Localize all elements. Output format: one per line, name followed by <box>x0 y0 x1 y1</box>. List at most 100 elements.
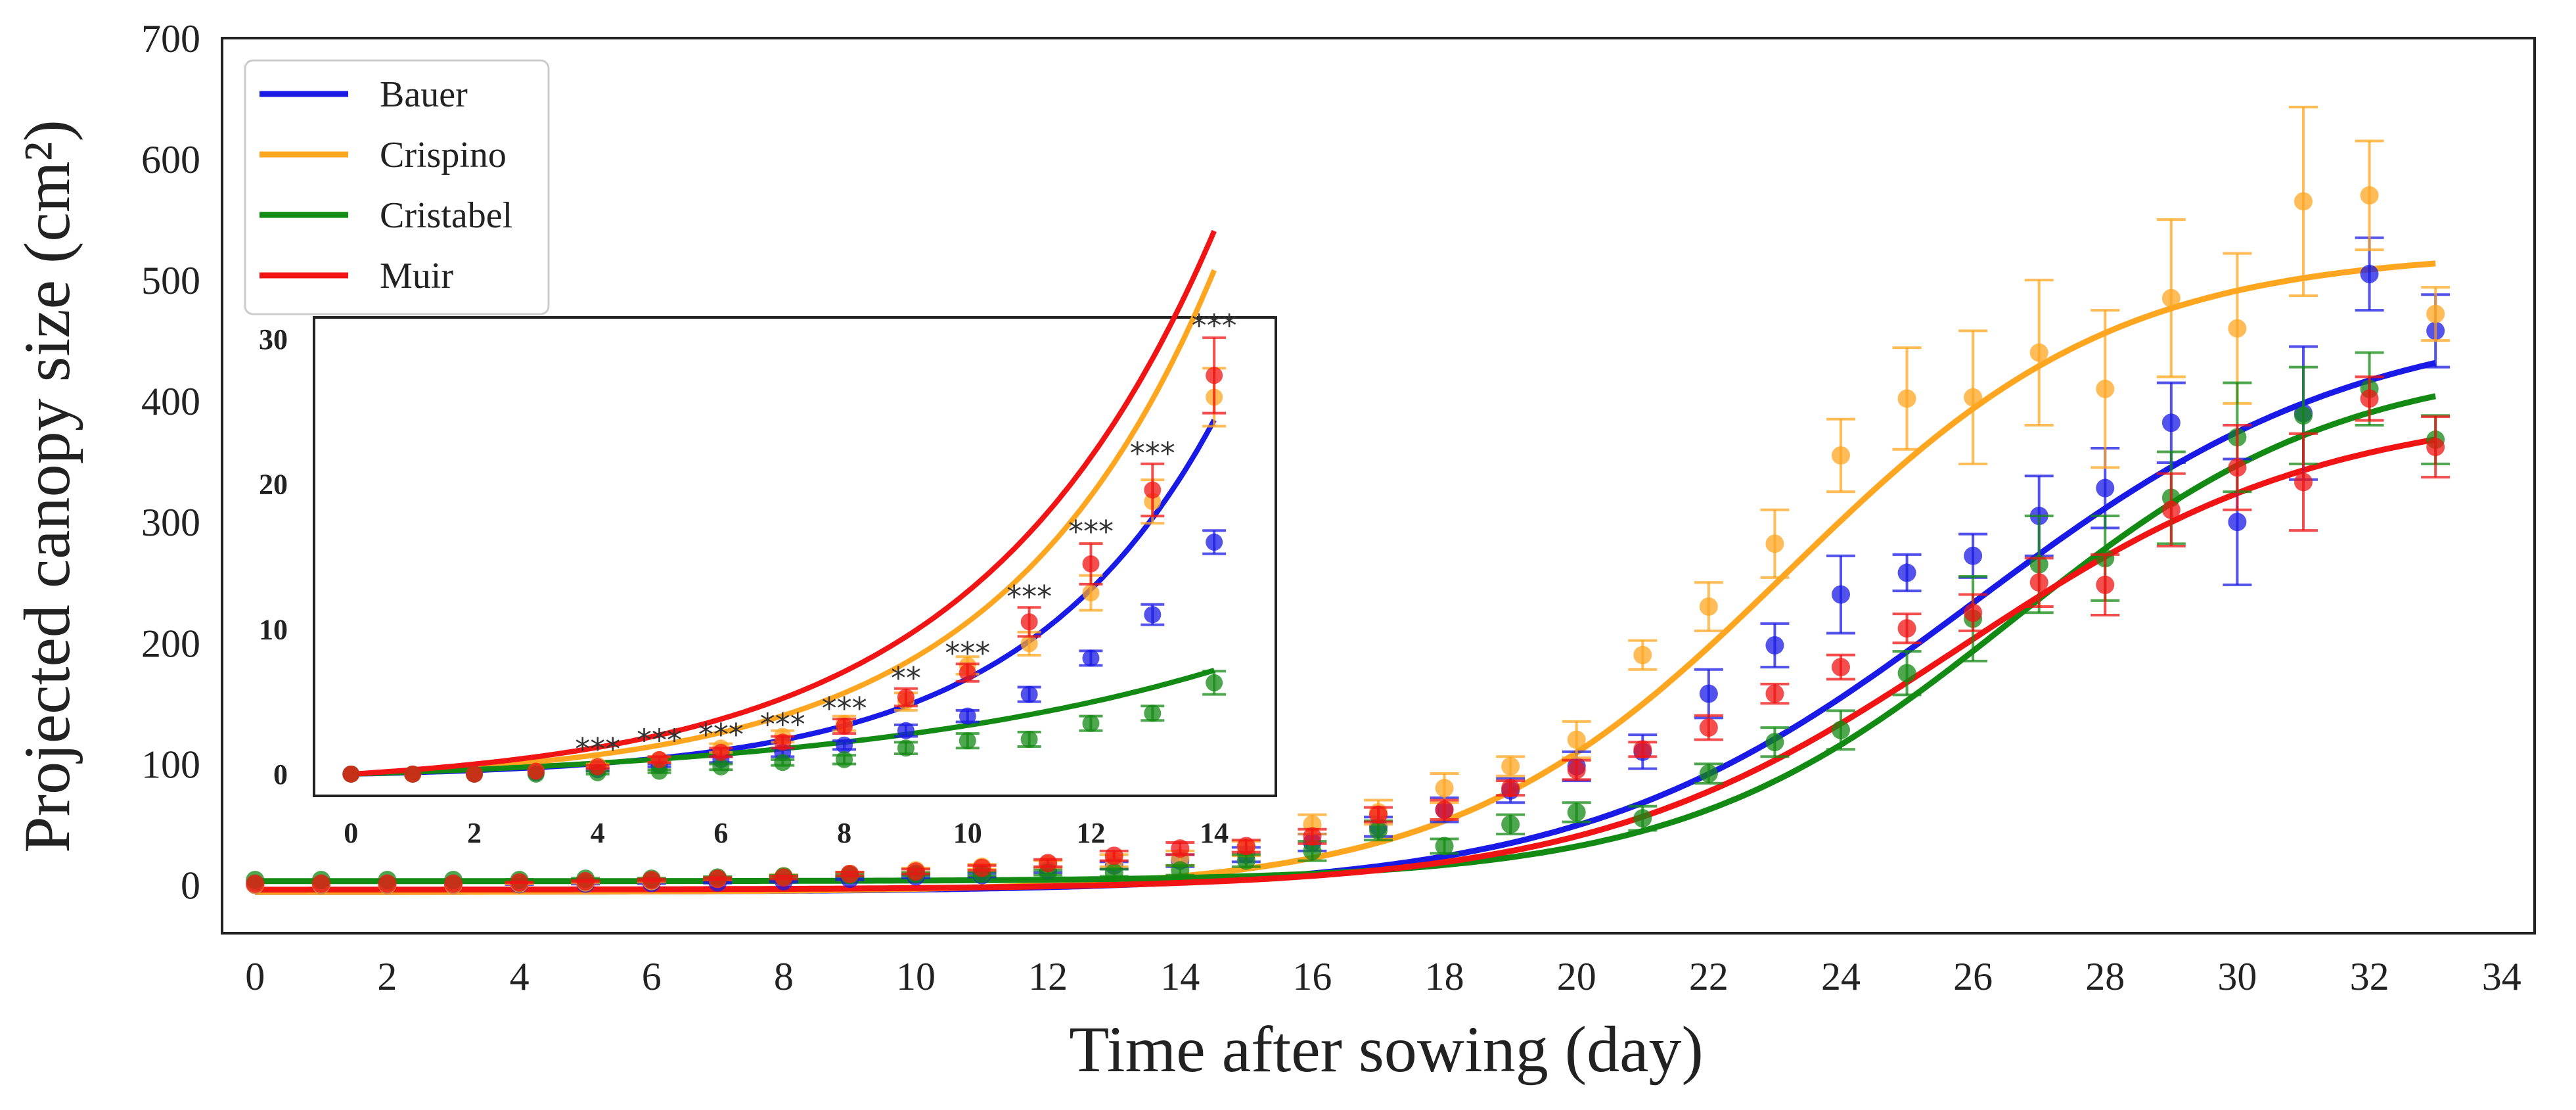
data-point <box>2294 473 2313 492</box>
inset-data-point <box>959 664 976 682</box>
data-point <box>774 868 793 887</box>
inset-data-point <box>589 758 606 775</box>
data-point <box>2426 438 2445 457</box>
y-tick-label: 0 <box>181 864 200 907</box>
inset-data-point <box>959 707 976 725</box>
data-point <box>2228 319 2247 338</box>
inset-data-point <box>897 722 915 739</box>
data-point <box>1501 815 1520 834</box>
legend-label: Muir <box>380 256 453 296</box>
data-point <box>972 858 991 877</box>
inset-data-point <box>712 743 730 761</box>
main-x-ticks: 0 2 4 6 8 10 12 14 16 18 20 22 24 26 28 30 32 34 <box>245 955 2521 998</box>
data-point <box>1765 733 1784 752</box>
inset-data-point <box>1082 584 1100 602</box>
x-tick-label: 30 <box>2217 955 2257 998</box>
significance-mark: *** <box>1068 514 1114 549</box>
legend-label: Cristabel <box>380 195 512 236</box>
x-tick-label: 16 <box>1292 955 1332 998</box>
data-point <box>1964 546 1983 565</box>
data-point <box>1171 861 1190 880</box>
data-point <box>1104 846 1123 866</box>
main-plot-frame <box>221 37 2536 935</box>
inset-data-point <box>404 765 422 783</box>
data-point <box>1765 684 1784 703</box>
data-point <box>1897 619 1916 638</box>
inset-x-tick-label: 4 <box>591 817 605 849</box>
inset-data-point <box>1144 481 1162 499</box>
data-point <box>1369 805 1388 824</box>
data-point <box>1171 839 1190 858</box>
data-point <box>2294 192 2313 211</box>
data-point <box>1897 389 1916 408</box>
data-point <box>576 871 595 890</box>
data-point <box>1039 854 1058 873</box>
x-tick-label: 14 <box>1160 955 1200 998</box>
inset-series-muir <box>342 336 1227 783</box>
inset-data-point <box>959 732 976 750</box>
data-point <box>2161 500 2181 519</box>
x-tick-label: 0 <box>245 955 265 998</box>
inset-data-points <box>342 336 1227 783</box>
significance-mark: ** <box>891 660 921 696</box>
inset-data-point <box>466 765 483 783</box>
data-point <box>642 871 661 890</box>
legend: Bauer Crispino Cristabel Muir <box>244 59 550 315</box>
inset-x-tick-label: 6 <box>713 817 728 849</box>
data-point <box>1104 863 1123 882</box>
data-point <box>1435 800 1454 820</box>
significance-mark: *** <box>637 723 682 758</box>
inset-x-tick-label: 10 <box>953 817 982 849</box>
inset-data-point <box>1020 635 1038 653</box>
inset-data-point <box>836 736 853 754</box>
main-plot-area: 0 2 4 6 8 10 12 14 16 18 20 22 24 26 28 30 32 34 01002003… <box>141 17 2536 998</box>
data-point <box>1832 585 1850 604</box>
x-tick-label: 10 <box>896 955 936 998</box>
data-point <box>1765 534 1784 553</box>
data-point <box>1964 388 1983 407</box>
inset-data-point <box>1082 714 1100 732</box>
significance-mark: *** <box>760 706 805 742</box>
main-fit-curves <box>255 260 2437 895</box>
data-point <box>1303 841 1322 860</box>
inset-x-tick-label: 14 <box>1200 817 1229 849</box>
data-point <box>1633 645 1652 664</box>
data-point <box>1699 684 1718 703</box>
data-point <box>2360 264 2379 283</box>
y-tick-label: 600 <box>141 138 200 181</box>
data-point <box>1699 718 1718 737</box>
data-point <box>1435 779 1454 798</box>
legend-entry-cristabel: Cristabel <box>260 195 512 236</box>
data-point <box>1501 779 1520 798</box>
series-muir <box>246 375 2451 893</box>
inset-data-point <box>774 754 792 772</box>
x-tick-label: 4 <box>510 955 530 998</box>
significance-mark: *** <box>822 691 867 726</box>
inset-data-point <box>1082 649 1100 667</box>
inset-x-tick-label: 8 <box>837 817 851 849</box>
inset-data-point <box>897 688 915 706</box>
y-tick-label: 500 <box>141 259 200 302</box>
data-point <box>708 869 727 889</box>
data-point <box>1633 809 1652 828</box>
significance-mark: *** <box>1006 579 1052 614</box>
x-tick-label: 26 <box>1953 955 1993 998</box>
x-tick-label: 28 <box>2085 955 2125 998</box>
x-tick-label: 2 <box>377 955 397 998</box>
y-tick-label: 700 <box>141 17 200 60</box>
inset-fit-curve-muir <box>351 229 1217 777</box>
inset-data-point <box>527 762 545 780</box>
inset-data-point <box>1020 613 1038 631</box>
legend-label: Bauer <box>380 74 468 115</box>
data-point <box>907 862 925 881</box>
inset-y-tick-label: 30 <box>259 323 288 356</box>
main-data-points <box>246 105 2451 894</box>
inset-y-tick-label: 10 <box>259 613 288 645</box>
data-point <box>2161 413 2181 432</box>
data-point <box>2096 575 2115 594</box>
data-point <box>1303 827 1322 846</box>
x-axis-title: Time after sowing (day) <box>1069 1013 1704 1086</box>
inset-data-point <box>1206 533 1223 551</box>
inset-data-point <box>836 718 853 735</box>
